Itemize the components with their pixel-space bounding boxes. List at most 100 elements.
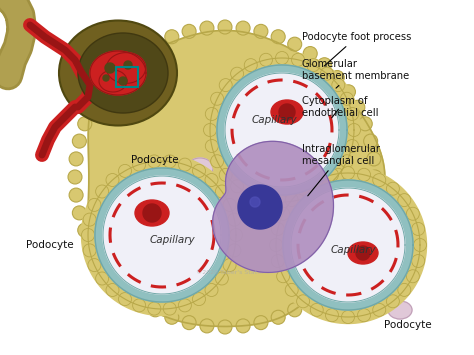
Text: Podocyte: Podocyte [131,155,179,165]
Circle shape [357,309,371,322]
Circle shape [73,206,86,220]
Circle shape [118,293,131,306]
Circle shape [219,78,232,92]
Polygon shape [95,168,229,302]
Ellipse shape [88,251,112,269]
Circle shape [223,198,236,211]
Circle shape [68,170,82,184]
Circle shape [367,188,381,202]
Circle shape [292,194,304,207]
Circle shape [192,164,206,178]
Circle shape [341,85,356,99]
Circle shape [326,168,338,181]
Polygon shape [213,141,334,272]
Circle shape [73,134,86,148]
Ellipse shape [187,158,213,178]
Circle shape [205,108,219,120]
Circle shape [386,295,400,308]
Circle shape [231,67,244,80]
Circle shape [133,294,147,307]
Circle shape [94,255,109,269]
Polygon shape [203,51,361,208]
Circle shape [182,24,196,38]
Circle shape [340,155,354,168]
Circle shape [310,174,323,187]
Circle shape [205,284,218,296]
Circle shape [406,270,419,283]
Polygon shape [90,51,146,95]
Circle shape [367,152,381,166]
Circle shape [271,223,284,235]
Circle shape [205,140,219,153]
Circle shape [96,272,109,285]
Circle shape [85,100,99,114]
Circle shape [106,71,120,84]
Circle shape [106,174,119,186]
Circle shape [106,284,119,296]
Circle shape [231,180,244,193]
Ellipse shape [59,21,177,126]
Circle shape [148,155,161,168]
Ellipse shape [388,301,412,319]
Text: Capillary: Capillary [149,235,195,245]
Circle shape [271,30,285,44]
Circle shape [357,168,371,181]
Polygon shape [250,197,260,207]
Text: Capillary: Capillary [330,245,376,255]
Circle shape [351,100,365,114]
Text: Intraglomerular
mesangial cell: Intraglomerular mesangial cell [302,144,380,196]
Circle shape [88,198,101,211]
Circle shape [203,124,217,137]
Circle shape [288,303,302,317]
Circle shape [228,244,241,257]
Circle shape [288,37,302,51]
Polygon shape [283,180,413,310]
Circle shape [96,185,109,198]
Circle shape [412,223,425,235]
Circle shape [332,168,345,181]
Circle shape [358,223,372,237]
Circle shape [297,182,310,195]
Circle shape [341,166,355,180]
Circle shape [318,282,331,296]
Circle shape [398,283,411,296]
Circle shape [320,67,333,80]
Circle shape [368,170,382,184]
Circle shape [412,255,425,268]
Circle shape [275,196,289,208]
Circle shape [373,174,386,187]
Polygon shape [103,75,109,81]
Text: Cytoplasm of
endothelial cell: Cytoplasm of endothelial cell [302,96,379,118]
Polygon shape [238,185,282,229]
Circle shape [303,47,317,61]
Circle shape [200,319,214,333]
Polygon shape [82,154,243,316]
Circle shape [229,229,243,241]
Circle shape [78,117,92,131]
Circle shape [297,295,310,308]
Polygon shape [270,166,427,323]
Circle shape [259,194,273,207]
Circle shape [78,223,92,237]
Polygon shape [88,31,385,327]
Circle shape [106,269,120,284]
Circle shape [259,53,273,66]
Circle shape [277,207,290,220]
Circle shape [332,78,345,92]
Circle shape [69,188,83,202]
Circle shape [413,239,427,251]
Circle shape [340,92,354,105]
Circle shape [244,59,257,72]
Circle shape [346,140,359,153]
Circle shape [320,180,333,193]
Circle shape [236,319,250,333]
Circle shape [347,124,361,137]
Circle shape [148,37,162,51]
Circle shape [148,302,161,315]
Ellipse shape [271,100,303,124]
Polygon shape [225,73,339,187]
Circle shape [406,207,419,220]
Circle shape [69,152,83,166]
Circle shape [192,293,206,306]
Circle shape [373,304,386,316]
